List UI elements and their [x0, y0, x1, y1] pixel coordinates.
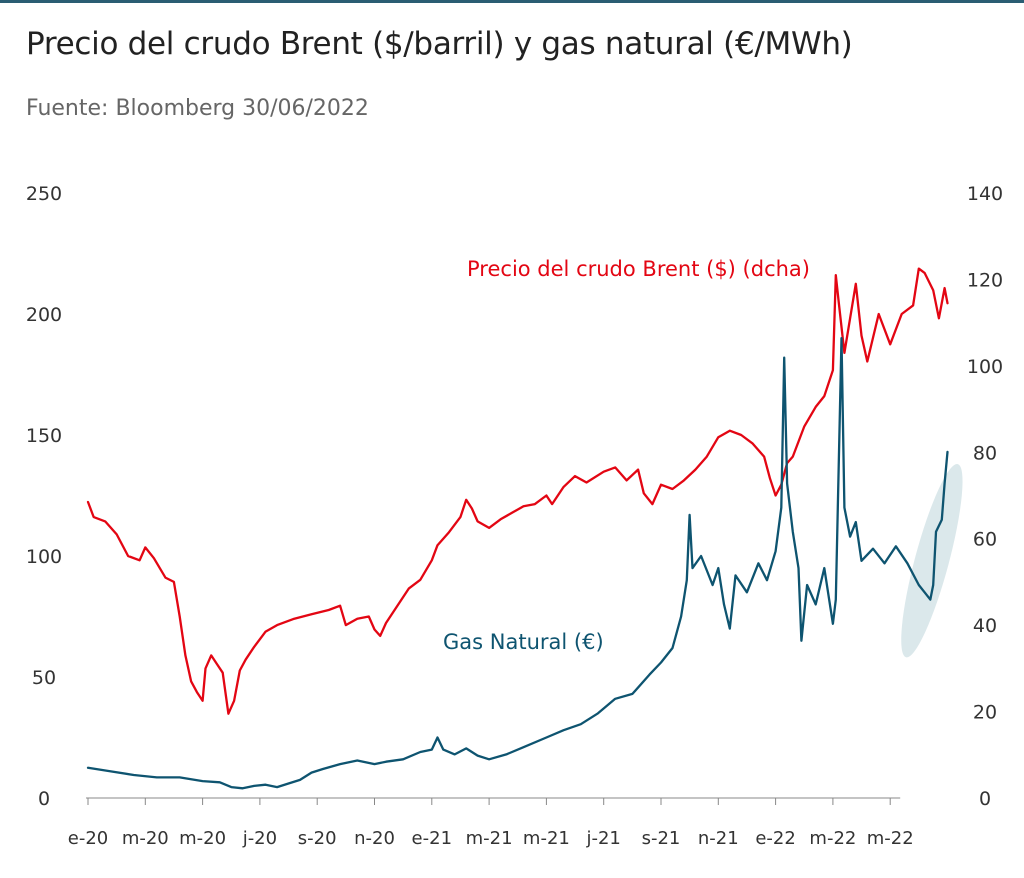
y-left-tick-label: 150: [26, 425, 62, 447]
x-tick-label: m-22: [867, 828, 914, 849]
x-tick-label: m-20: [179, 828, 226, 849]
x-tick-label: j-20: [242, 828, 277, 849]
chart-title: Precio del crudo Brent ($/barril) y gas …: [26, 26, 853, 62]
x-tick-label: s-20: [298, 828, 337, 849]
x-tick-label: n-21: [698, 828, 739, 849]
x-tick-label: m-21: [466, 828, 513, 849]
y-left-tick-label: 0: [38, 788, 50, 810]
x-tick-label: e-22: [755, 828, 795, 849]
highlight-ellipse: [901, 463, 963, 658]
y-left-tick-label: 200: [26, 304, 62, 326]
y-right-tick-label: 80: [973, 442, 997, 464]
brent-series-line: [86, 267, 949, 715]
x-tick-label: n-20: [354, 828, 395, 849]
x-tick-label: m-22: [809, 828, 856, 849]
top-rule: [0, 0, 1024, 3]
y-right-tick-label: 140: [967, 183, 1003, 205]
y-right-tick-label: 120: [967, 269, 1003, 291]
x-tick-label: e-20: [68, 828, 108, 849]
brent-series-label: Precio del crudo Brent ($) (dcha): [467, 257, 810, 281]
y-left-tick-label: 50: [32, 667, 56, 689]
y-left-tick-label: 100: [26, 546, 62, 568]
gas-series-line: [86, 337, 949, 790]
x-tick-label: j-21: [585, 828, 620, 849]
y-left-tick-label: 250: [26, 183, 62, 205]
gas-series-label: Gas Natural (€): [443, 630, 604, 654]
x-tick-label: s-21: [642, 828, 681, 849]
y-right-tick-label: 100: [967, 356, 1003, 378]
y-right-tick-label: 0: [979, 788, 991, 810]
x-tick-label: e-21: [412, 828, 452, 849]
chart-source: Fuente: Bloomberg 30/06/2022: [26, 96, 369, 121]
x-tick-label: m-20: [122, 828, 169, 849]
x-tick-label: m-21: [523, 828, 570, 849]
y-right-tick-label: 60: [973, 529, 997, 551]
y-right-tick-label: 20: [973, 702, 997, 724]
y-right-tick-label: 40: [973, 615, 997, 637]
